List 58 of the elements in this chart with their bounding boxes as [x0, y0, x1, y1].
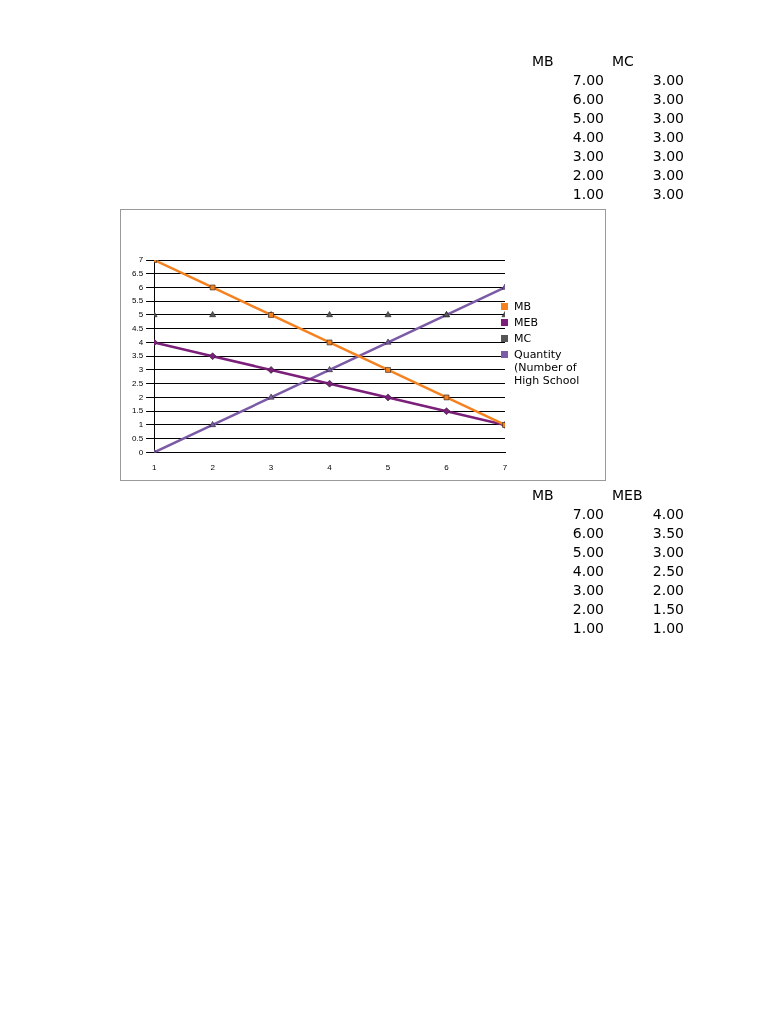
y-tick-label: 6: [138, 282, 144, 292]
point: [209, 421, 216, 427]
text: 4.00 2.50: [572, 563, 684, 579]
point: [325, 379, 334, 388]
text: 4.00 3.00: [572, 129, 684, 145]
point: [443, 394, 450, 401]
text: 5.00 3.00: [572, 544, 684, 560]
text: 7.00 3.00: [572, 72, 684, 88]
point: [442, 407, 451, 415]
text: MB MEB: [532, 487, 643, 503]
point: [326, 366, 333, 372]
y-tick-label: 3: [138, 365, 144, 375]
text: MB MC: [532, 53, 634, 69]
point: [209, 311, 216, 318]
y-tick-label: 2.5: [132, 378, 144, 388]
point: [384, 338, 392, 345]
x-tick-label: 3: [268, 463, 274, 473]
y-tick-label: 2: [138, 392, 144, 402]
text: 1.00 3.00: [572, 186, 684, 202]
y-tick-label: 1.5: [132, 406, 144, 416]
y-tick-label: 3.5: [132, 351, 144, 361]
text: 7.00 4.00: [572, 506, 684, 522]
y-tick-label: 1: [138, 420, 144, 430]
point: [267, 366, 275, 374]
point: [208, 352, 217, 360]
text: 1.00 1.00: [572, 620, 684, 636]
text: 3.00 3.00: [572, 148, 684, 164]
y-tick-label: 5: [138, 310, 144, 320]
text: 3.00 2.00: [572, 582, 684, 598]
y-tick-label: 4.5: [132, 323, 144, 333]
point: [326, 311, 333, 318]
y-tick-label: 0: [138, 447, 144, 457]
point: [267, 393, 275, 400]
y-tick-label: 0.5: [132, 433, 144, 443]
text: 2.00 1.50: [572, 601, 684, 617]
x-tick-label: 5: [385, 463, 391, 473]
y-tick-label: 7: [138, 255, 144, 265]
text: 5.00 3.00: [572, 110, 684, 126]
legend-label: MC: [514, 332, 532, 345]
legend-label: MEB: [514, 316, 538, 329]
y-tick-label: 4: [138, 337, 144, 347]
point: [385, 367, 391, 373]
point: [209, 284, 216, 291]
x-tick-label: 7: [502, 463, 508, 473]
x-tick-label: 6: [444, 463, 450, 473]
point: [384, 311, 392, 318]
x-tick-label: 1: [151, 463, 157, 473]
x-tick-label: 2: [210, 463, 216, 473]
legend-label: MB: [514, 300, 532, 313]
text: 6.00 3.50: [572, 525, 684, 541]
point: [384, 393, 392, 402]
x-tick-label: 4: [327, 463, 333, 473]
text: 2.00 3.00: [572, 167, 684, 183]
y-tick-label: 5.5: [132, 296, 144, 306]
y-tick-label: 6.5: [132, 268, 144, 278]
text: 6.00 3.00: [572, 91, 684, 107]
point: [326, 339, 333, 346]
legend-label: Quantity (Number of High School: [514, 348, 581, 387]
